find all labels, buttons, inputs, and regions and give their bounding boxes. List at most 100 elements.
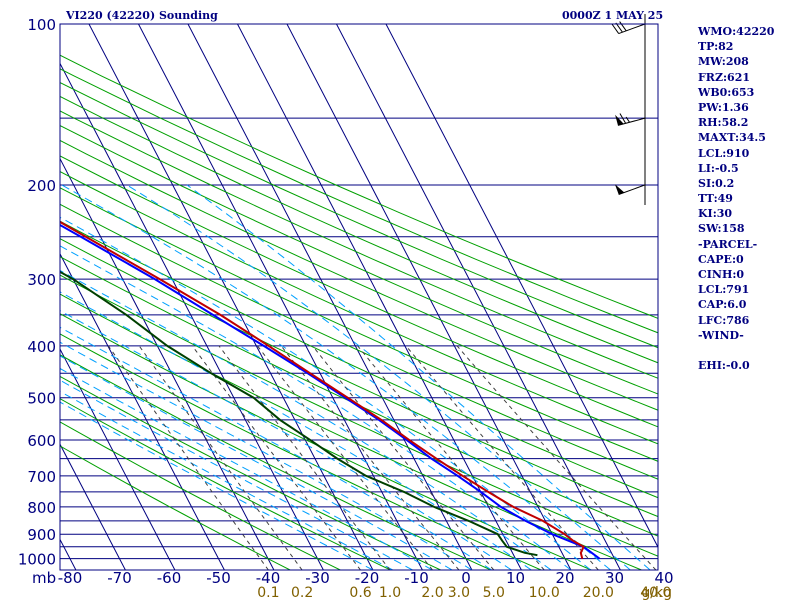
index-line: LI:-0.5 [698, 161, 739, 175]
mixing-ratio-tick-label: 0.6 [349, 585, 371, 600]
index-line: KI:30 [698, 207, 733, 221]
pressure-tick-label: 500 [27, 390, 56, 408]
dry-adiabat [60, 313, 592, 570]
index-line: CAP:6.0 [698, 298, 747, 312]
dry-adiabat [60, 187, 658, 462]
wind-barb-flag [619, 113, 627, 124]
index-line: MW:208 [698, 55, 749, 69]
moist-adiabat [60, 367, 433, 570]
stability-indices-panel: WMO:42220 TP:82 MW:208 FRZ:621 WB0:653 PW:1.3… [698, 24, 774, 373]
temperature-tick-label: -40 [256, 569, 281, 587]
moist-adiabat [60, 401, 374, 570]
dry-adiabat [60, 203, 658, 480]
moist-adiabat [186, 184, 651, 570]
index-line: FRZ:621 [698, 70, 751, 84]
temperature-tick-label: -10 [404, 569, 429, 587]
moist-adiabat [60, 379, 413, 570]
wind-barb-pennant [615, 114, 624, 126]
pressure-unit-label: mb [32, 569, 56, 587]
isotherm-line [60, 443, 126, 570]
mixing-ratio-line [312, 345, 495, 570]
index-line: MAXT:34.5 [698, 131, 766, 145]
isotherm-line [385, 24, 658, 549]
index-line: LCL:791 [698, 283, 750, 297]
pressure-tick-label: 400 [27, 338, 56, 356]
isotherm-line [60, 157, 275, 570]
index-line: CAPE:0 [698, 252, 744, 266]
pressure-tick-label: 600 [27, 432, 56, 450]
index-line: WMO:42220 [698, 25, 775, 38]
mixing-ratio-line [357, 345, 545, 570]
moist-adiabat [60, 245, 572, 570]
index-line [698, 343, 774, 358]
mixing-ratio-tick-label: 0.1 [257, 585, 279, 600]
mixing-ratio-line [257, 345, 433, 570]
dry-adiabat [60, 293, 642, 570]
wind-barb [614, 184, 646, 195]
wind-barb-staff [618, 23, 646, 35]
mixing-ratio-tick-label: 2.0 [421, 585, 443, 600]
temperature-tick-label: 20 [555, 569, 574, 587]
temperature-trace [60, 220, 585, 559]
moist-adiabat [60, 216, 592, 570]
index-line: LCL:910 [698, 146, 750, 160]
index-line: WB0:653 [698, 85, 755, 99]
index-line: EHI:-0.0 [698, 359, 750, 373]
pressure-tick-label: 200 [27, 177, 56, 195]
dry-adiabat [60, 445, 291, 570]
temperature-tick-label: -50 [206, 569, 231, 587]
dry-adiabat [60, 81, 658, 349]
moist-adiabat [60, 390, 393, 570]
dry-adiabat [60, 398, 391, 570]
dry-adiabat [60, 421, 341, 570]
dry-adiabat [60, 238, 658, 518]
mixing-ratio-tick-label: 0.2 [291, 585, 313, 600]
index-line: PW:1.36 [698, 100, 749, 114]
isotherm-line [60, 347, 176, 570]
valid-time: 0000Z 1 MAY 25 [562, 9, 664, 22]
wind-barb [611, 21, 646, 35]
isotherm-line [187, 24, 473, 570]
dry-adiabat [60, 139, 658, 411]
isotherm-line [60, 252, 225, 570]
moist-adiabat [61, 184, 611, 570]
pressure-tick-label: 1000 [18, 551, 56, 569]
dry-adiabat [60, 274, 658, 557]
pressure-tick-label: 100 [27, 16, 56, 34]
moist-adiabat [60, 291, 532, 570]
moist-adiabat [60, 355, 453, 570]
plot-frame [59, 23, 659, 571]
dry-adiabat [60, 220, 658, 499]
index-line: -PARCEL- [698, 237, 758, 251]
dry-adiabat [60, 375, 441, 570]
wind-barb [615, 113, 646, 126]
mixing-ratio-tick-label: 5.0 [483, 585, 505, 600]
mixing-ratio-tick-label: 3.0 [448, 585, 470, 600]
pressure-tick-label: 900 [27, 526, 56, 544]
temperature-tick-label: 30 [605, 569, 624, 587]
dry-adiabat [60, 124, 658, 395]
moist-adiabat [60, 341, 473, 570]
index-line: LFC:786 [698, 313, 750, 327]
mixing-ratio-tick-label: 1.0 [379, 585, 401, 600]
temperature-tick-label: -80 [58, 569, 83, 587]
temperature-tick-label: -70 [107, 569, 132, 587]
index-line: RH:58.2 [698, 116, 749, 130]
pressure-tick-label: 300 [27, 271, 56, 289]
dry-adiabat [60, 68, 658, 334]
moist-adiabat [60, 269, 552, 570]
parcel-trace [60, 223, 601, 560]
dry-adiabat [60, 333, 542, 570]
index-line: -WIND- [698, 328, 744, 342]
mixing-ratio-tick-label: 40.0 [640, 585, 671, 600]
wind-barb-flag [611, 23, 620, 34]
isotherm-line [88, 24, 374, 570]
dry-adiabat [60, 256, 658, 537]
isotherm-line [336, 24, 621, 570]
index-line: SW:158 [698, 222, 745, 236]
chart-title: VI220 (42220) Sounding [66, 9, 218, 22]
dry-adiabat [60, 95, 658, 364]
pressure-tick-label: 800 [27, 499, 56, 517]
temperature-tick-label: -30 [305, 569, 330, 587]
